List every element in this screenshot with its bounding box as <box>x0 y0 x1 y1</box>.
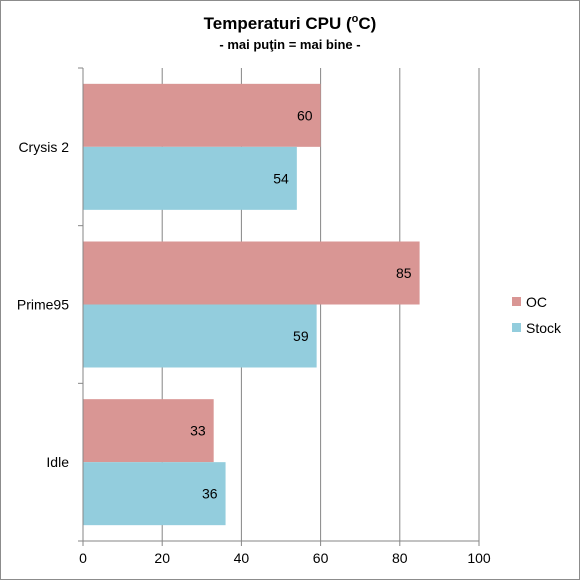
data-label-oc-idle: 33 <box>190 423 206 439</box>
bar-oc-crysis-2 <box>83 83 321 147</box>
x-tick-label-60: 60 <box>313 550 329 566</box>
x-tick-label-0: 0 <box>79 550 87 566</box>
bar-stock-crysis-2 <box>83 146 297 210</box>
chart-subtitle: - mai puţin = mai bine - <box>219 37 360 52</box>
x-tick-label-20: 20 <box>154 550 170 566</box>
chart-title-superscript: o <box>352 13 359 25</box>
data-label-stock-idle: 36 <box>202 486 218 502</box>
data-label-oc-crysis-2: 60 <box>297 107 313 123</box>
legend-swatch-stock <box>512 323 521 332</box>
x-tick-label-100: 100 <box>467 550 491 566</box>
chart-title-main: Temperaturi CPU ( <box>204 14 352 33</box>
chart-title-end: C) <box>358 14 376 33</box>
data-label-stock-prime95: 59 <box>293 328 309 344</box>
legend-label-oc: OC <box>526 294 547 310</box>
legend: OC Stock <box>512 294 562 336</box>
x-tick-label-80: 80 <box>392 550 408 566</box>
y-tick-label-crysis-2: Crysis 2 <box>18 139 69 155</box>
y-tick-label-prime95: Prime95 <box>17 297 69 313</box>
x-tick-label-40: 40 <box>234 550 250 566</box>
plot-area: 60 54 Crysis 2 85 59 Prime95 33 36 Idle 0 20 40 60 80… <box>17 67 491 566</box>
data-label-stock-crysis-2: 54 <box>273 170 289 186</box>
bar-stock-prime95 <box>83 304 317 368</box>
legend-swatch-oc <box>512 297 521 306</box>
bar-oc-prime95 <box>83 241 420 305</box>
bar-oc-idle <box>83 399 214 463</box>
data-label-oc-prime95: 85 <box>396 265 412 281</box>
y-tick-label-idle: Idle <box>46 454 69 470</box>
legend-label-stock: Stock <box>526 320 562 336</box>
chart-title: Temperaturi CPU (oC) <box>204 13 377 33</box>
bar-stock-idle <box>83 462 226 526</box>
